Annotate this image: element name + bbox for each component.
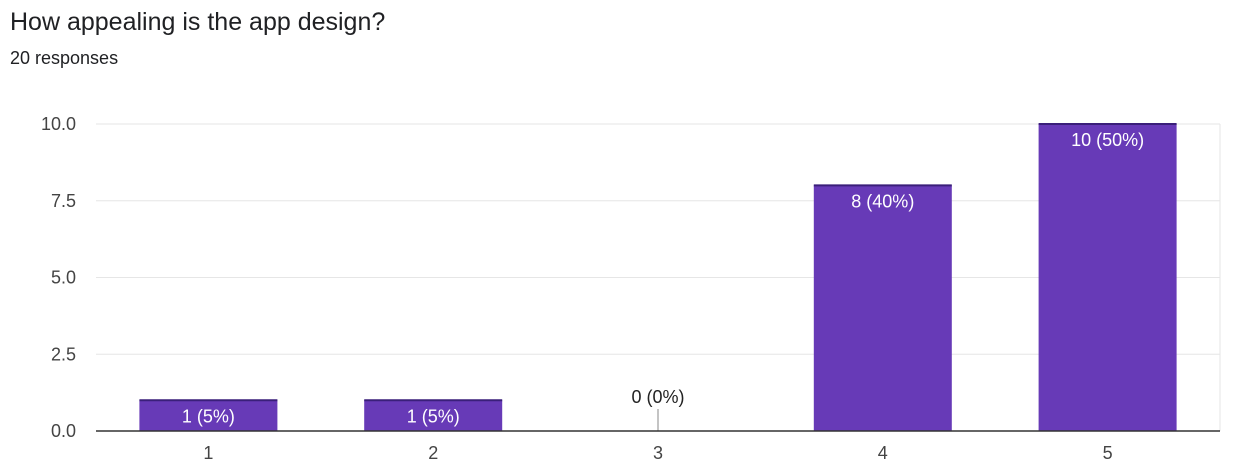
bar	[139, 400, 278, 431]
y-tick-label: 10.0	[41, 114, 76, 134]
y-tick-label: 2.5	[51, 344, 76, 364]
y-tick-label: 7.5	[51, 191, 76, 211]
y-tick-label: 0.0	[51, 421, 76, 441]
data-label: 10 (50%)	[1071, 130, 1144, 150]
bar	[813, 185, 952, 431]
response-count: 20 responses	[10, 48, 119, 68]
x-tick-label: 5	[1103, 443, 1113, 463]
x-tick-label: 3	[653, 443, 663, 463]
data-label: 1 (5%)	[182, 406, 235, 426]
bar	[364, 400, 503, 431]
chart-title: How appealing is the app design?	[10, 8, 386, 36]
bar	[1038, 124, 1177, 431]
x-tick-label: 2	[428, 443, 438, 463]
x-tick-label: 1	[203, 443, 213, 463]
data-label: 0 (0%)	[631, 387, 684, 407]
data-label: 1 (5%)	[407, 406, 460, 426]
data-label: 8 (40%)	[851, 191, 914, 211]
x-tick-label: 4	[878, 443, 888, 463]
y-tick-label: 5.0	[51, 268, 76, 288]
